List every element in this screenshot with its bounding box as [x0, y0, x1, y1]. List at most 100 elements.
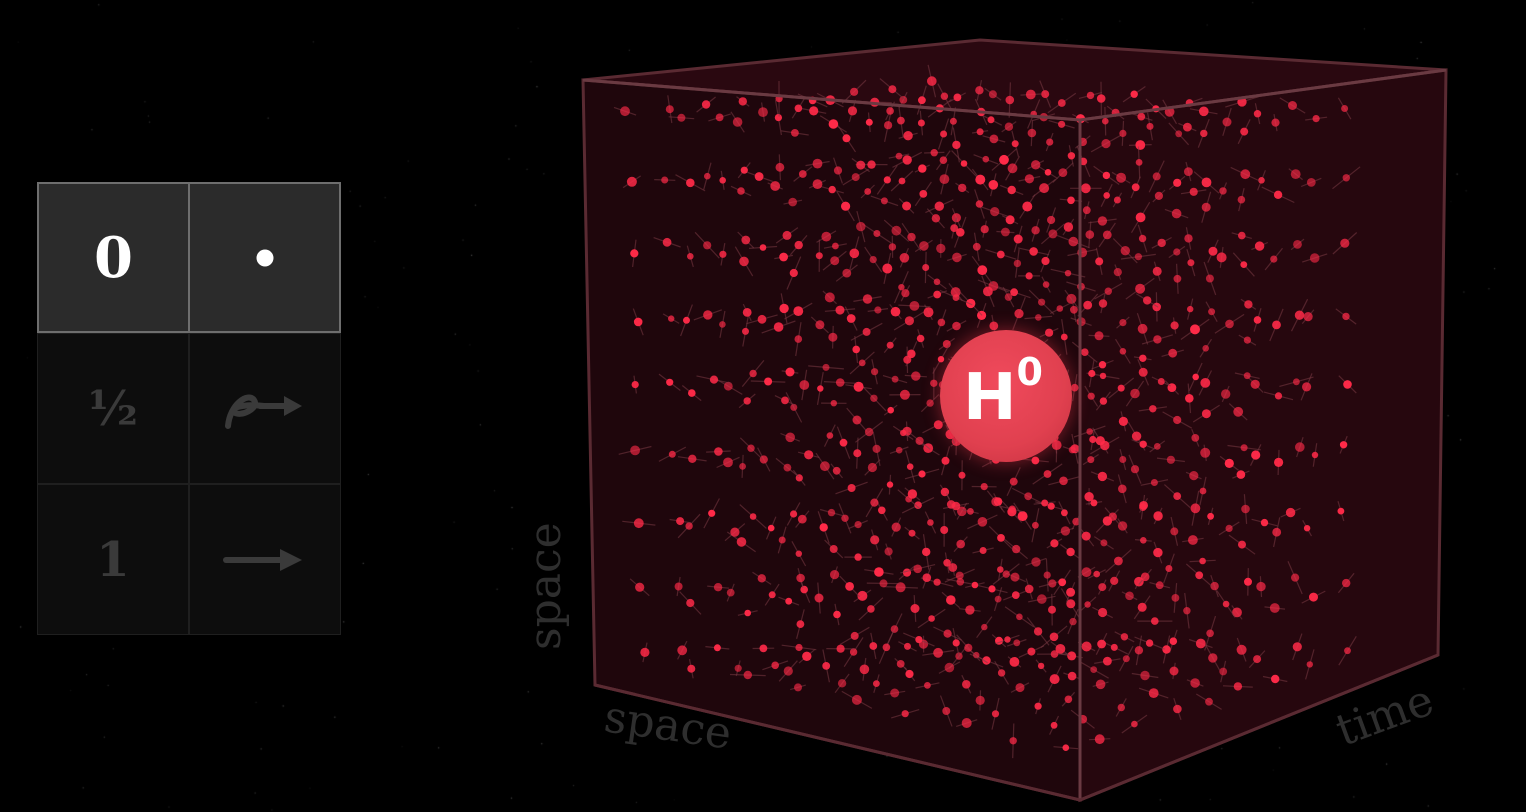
field-point-156 [1098, 361, 1107, 369]
field-point-313 [1120, 633, 1129, 641]
field-point-103 [781, 396, 789, 405]
field-point-183 [815, 320, 825, 330]
field-point-574 [913, 564, 922, 574]
field-point-37 [841, 201, 851, 211]
field-point-472 [1185, 394, 1194, 403]
field-point-728 [1344, 647, 1351, 655]
field-point-412 [830, 570, 840, 580]
field-point-632 [1254, 241, 1265, 251]
field-point-101 [779, 252, 788, 262]
field-point-268 [857, 590, 868, 601]
field-point-11 [687, 252, 694, 260]
field-point-134 [942, 707, 951, 715]
cube-bottom-edge [594, 653, 1439, 802]
field-point-294 [1012, 544, 1021, 554]
field-point-665 [1004, 636, 1011, 643]
field-point-427 [930, 379, 938, 387]
field-point-640 [1306, 178, 1316, 187]
field-point-638 [1253, 655, 1262, 664]
field-point-306 [1119, 129, 1127, 137]
field-point-526 [1070, 383, 1079, 392]
field-point-320 [1173, 492, 1182, 500]
field-point-430 [933, 578, 941, 586]
field-point-241 [1134, 646, 1144, 655]
field-point-511 [971, 581, 979, 589]
spinor-cell [189, 333, 341, 484]
field-point-299 [1064, 270, 1072, 277]
field-point-4 [631, 381, 639, 389]
field-point-288 [1004, 122, 1014, 131]
field-point-699 [1190, 503, 1201, 514]
field-point-341 [849, 648, 858, 656]
field-point-657 [975, 86, 984, 95]
field-point-602 [1055, 644, 1066, 654]
field-point-606 [1098, 299, 1108, 308]
field-point-555 [1225, 524, 1233, 533]
field-point-328 [785, 367, 795, 377]
field-point-260 [802, 651, 812, 661]
field-point-275 [906, 463, 914, 471]
field-point-474 [1188, 535, 1198, 545]
field-point-47 [898, 284, 905, 291]
field-point-444 [1035, 314, 1042, 321]
field-point-315 [1175, 130, 1183, 138]
field-point-14 [688, 454, 697, 463]
higgs-charge: 0 [1016, 350, 1043, 394]
field-point-447 [1032, 521, 1039, 529]
field-point-696 [1187, 305, 1194, 313]
field-point-628 [1210, 581, 1219, 591]
field-point-597 [1056, 305, 1064, 312]
field-point-27 [791, 129, 799, 137]
field-point-469 [1189, 187, 1198, 196]
field-point-629 [1208, 653, 1218, 663]
field-point-609 [1108, 512, 1118, 521]
field-point-523 [1058, 168, 1068, 178]
field-point-466 [1137, 602, 1147, 612]
field-point-381 [1094, 331, 1104, 341]
field-point-46 [902, 201, 912, 211]
field-point-690 [1139, 501, 1148, 510]
field-point-592 [1010, 572, 1020, 582]
field-point-136 [990, 207, 1000, 217]
field-point-498 [909, 301, 920, 311]
field-point-576 [940, 92, 949, 100]
field-point-15 [685, 522, 693, 530]
field-point-248 [747, 444, 755, 452]
field-point-71 [1009, 737, 1017, 745]
field-point-646 [1309, 592, 1318, 602]
field-point-544 [1167, 383, 1177, 392]
field-point-3 [633, 317, 643, 327]
field-point-586 [999, 154, 1009, 165]
field-point-0 [620, 106, 630, 117]
field-point-82 [661, 176, 669, 184]
field-point-635 [1251, 450, 1261, 460]
field-point-185 [820, 461, 830, 472]
field-point-254 [794, 240, 803, 250]
field-point-226 [1082, 206, 1091, 215]
field-point-683 [1097, 639, 1106, 649]
field-point-150 [1048, 579, 1057, 588]
field-point-424 [918, 164, 927, 173]
field-point-38 [842, 268, 852, 278]
field-point-478 [1237, 195, 1246, 204]
field-point-524 [1068, 236, 1079, 247]
field-point-146 [1042, 281, 1050, 288]
field-point-36 [842, 134, 851, 143]
field-point-654 [946, 500, 956, 509]
field-point-86 [668, 450, 676, 458]
field-point-486 [850, 87, 859, 96]
field-point-74 [1066, 293, 1077, 304]
field-point-125 [890, 688, 900, 698]
field-point-479 [1240, 261, 1248, 268]
field-point-717 [1285, 507, 1296, 518]
field-point-349 [895, 582, 906, 593]
field-point-56 [950, 287, 961, 298]
field-point-5 [630, 445, 640, 456]
field-point-440 [982, 656, 991, 665]
field-point-575 [915, 636, 923, 644]
field-point-188 [822, 662, 831, 670]
vector-cell [189, 484, 341, 635]
field-point-358 [946, 595, 956, 605]
field-point-718 [1291, 573, 1300, 582]
field-point-535 [1117, 384, 1125, 392]
